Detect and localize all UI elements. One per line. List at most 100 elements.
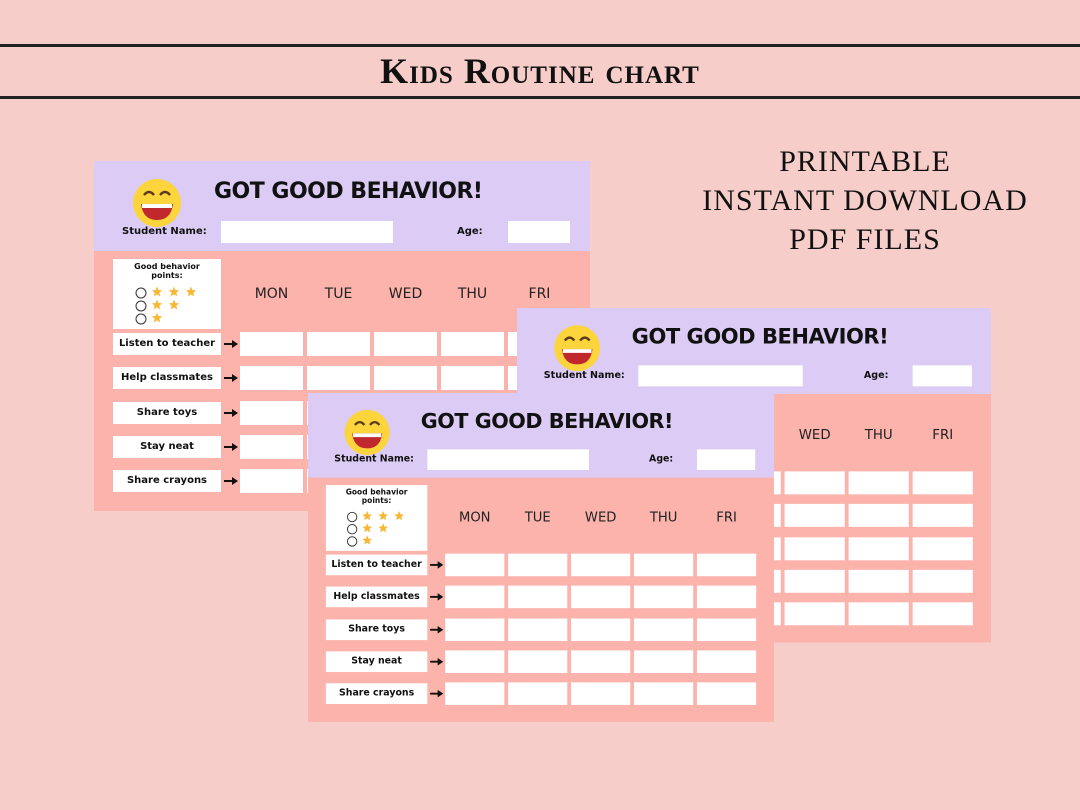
star [362, 523, 373, 533]
day-label: WED [798, 427, 831, 443]
arrow-head [232, 477, 238, 486]
check-cell [848, 504, 909, 528]
face [554, 325, 601, 372]
check-cell [848, 536, 909, 560]
arrow [430, 628, 442, 631]
check-cell [571, 682, 631, 706]
check-cell [445, 682, 505, 706]
check-cell [508, 553, 568, 577]
arrow [224, 411, 236, 414]
task-label: Stay neat [113, 435, 221, 458]
check-cell [571, 650, 631, 673]
check-cell [240, 434, 303, 459]
check-cell [696, 650, 757, 673]
check-circle [135, 313, 147, 325]
sheet-title: GOT GOOD BEHAVIOR! [420, 409, 674, 434]
points-icons [326, 510, 427, 550]
points-label: Good behavior points: [345, 487, 408, 505]
arrow-head [437, 690, 444, 698]
arrow [224, 445, 236, 448]
emoji [344, 409, 391, 456]
check-cell [571, 553, 631, 577]
points-svg [346, 510, 405, 547]
day-label: THU [457, 286, 488, 302]
day-label: FRI [716, 510, 737, 526]
check-cell [240, 366, 303, 391]
check-cell [571, 618, 631, 641]
teeth [562, 349, 592, 353]
check-cell [445, 553, 505, 577]
check-cell [307, 332, 370, 356]
sheet-title: GOT GOOD BEHAVIOR! [214, 179, 483, 204]
eyes [143, 190, 171, 196]
name-field [638, 365, 803, 387]
feature: INSTANT DOWNLOAD [702, 184, 1028, 217]
name-label: Student Name: [543, 370, 625, 381]
points-box: Good behavior points: [325, 485, 428, 551]
task-label: Share toys [325, 619, 428, 640]
star [378, 510, 389, 521]
star [168, 299, 180, 310]
check-cell [441, 366, 504, 391]
check-circle [135, 287, 147, 299]
header-title: Kids Routine chart [380, 51, 700, 91]
name-field [221, 221, 393, 243]
arrow-head [232, 408, 238, 417]
check-cell [374, 332, 437, 356]
arrow [224, 480, 236, 483]
day-label: TUE [524, 510, 551, 526]
check-cell [848, 569, 909, 593]
check-circle [346, 524, 358, 535]
check-cell [634, 553, 694, 577]
emoji-icon [133, 179, 181, 227]
day-label: THU [649, 510, 678, 526]
name-label: Student Name: [334, 454, 414, 465]
sheet-title: GOT GOOD BEHAVIOR! [631, 325, 889, 350]
age-field [912, 365, 972, 387]
check-cell [848, 602, 909, 626]
check-circle [346, 511, 358, 523]
check-cell [912, 602, 973, 626]
points-icons [113, 286, 221, 329]
feature: PRINTABLE [779, 145, 951, 178]
check-cell [307, 366, 370, 391]
check-cell [374, 366, 437, 391]
emoji-icon [344, 409, 390, 456]
check-circle [135, 300, 147, 312]
arrow-head [437, 657, 444, 666]
emoji [132, 178, 182, 228]
check-cell [571, 585, 631, 609]
age-label: Age: [863, 370, 889, 381]
eyes [354, 420, 381, 426]
age-field [696, 449, 756, 471]
arrow-head [232, 442, 238, 451]
star [362, 535, 373, 545]
check-cell [696, 585, 757, 609]
task-label: Share toys [113, 401, 221, 424]
check-cell [912, 504, 973, 528]
check-cell [445, 585, 505, 609]
points-box: Good behavior points: [113, 259, 221, 329]
check-cell [508, 585, 568, 609]
day-label: FRI [932, 427, 954, 443]
check-cell [634, 682, 694, 706]
star [378, 523, 389, 533]
face [133, 179, 181, 227]
task-label: Share crayons [113, 470, 221, 493]
check-cell [696, 682, 757, 706]
chart-sheet: GOT GOOD BEHAVIOR! Student Name: Age: Good … [308, 393, 774, 722]
points-svg [135, 286, 197, 325]
arrow [224, 343, 236, 345]
eyes [563, 336, 591, 342]
arrow [430, 692, 442, 695]
header-band: Kids Routine chart [0, 44, 1080, 99]
day-label: WED [584, 510, 617, 526]
check-cell [634, 585, 694, 609]
arrow-head [437, 625, 444, 634]
check-cell [441, 332, 504, 356]
check-cell [634, 618, 694, 641]
task-label: Help classmates [113, 367, 221, 390]
star [168, 286, 180, 297]
name-label: Student Name: [122, 226, 207, 237]
day-label: THU [864, 427, 893, 443]
